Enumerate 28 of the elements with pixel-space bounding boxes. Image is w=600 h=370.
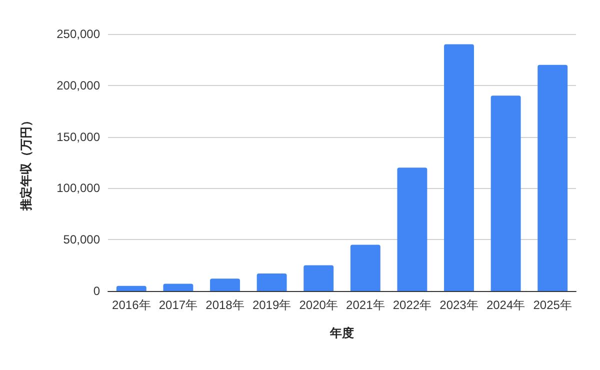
bar — [350, 244, 380, 291]
bar — [304, 265, 334, 291]
y-axis-title: 推定年収（万円） — [19, 114, 33, 212]
x-tick-label: 2024年 — [486, 298, 526, 312]
y-tick-label: 150,000 — [56, 130, 100, 144]
x-tick-label: 2023年 — [440, 298, 478, 312]
bar — [210, 278, 240, 291]
bar — [490, 96, 521, 291]
x-tick-label: 2019年 — [252, 298, 292, 312]
bar — [163, 284, 194, 291]
x-axis-title: 年度 — [329, 326, 354, 340]
y-tick-label: 100,000 — [56, 181, 100, 196]
x-tick-label: 2020年 — [299, 298, 338, 312]
x-tick-label: 2022年 — [392, 298, 432, 312]
y-tick-label: 250,000 — [56, 27, 100, 41]
bar — [116, 286, 146, 291]
bar — [538, 64, 568, 291]
x-tick-label: 2025年 — [533, 298, 572, 312]
y-tick-label: 50,000 — [63, 232, 100, 247]
x-tick-label: 2017年 — [158, 298, 198, 312]
y-tick-label: 0 — [93, 284, 100, 298]
y-tick-label: 200,000 — [56, 78, 100, 92]
x-tick-label: 2016年 — [112, 298, 151, 312]
x-tick-label: 2021年 — [346, 298, 385, 312]
x-tick-label: 2018年 — [206, 298, 244, 312]
bar — [444, 44, 474, 291]
bar — [256, 274, 287, 291]
bar — [397, 168, 428, 291]
